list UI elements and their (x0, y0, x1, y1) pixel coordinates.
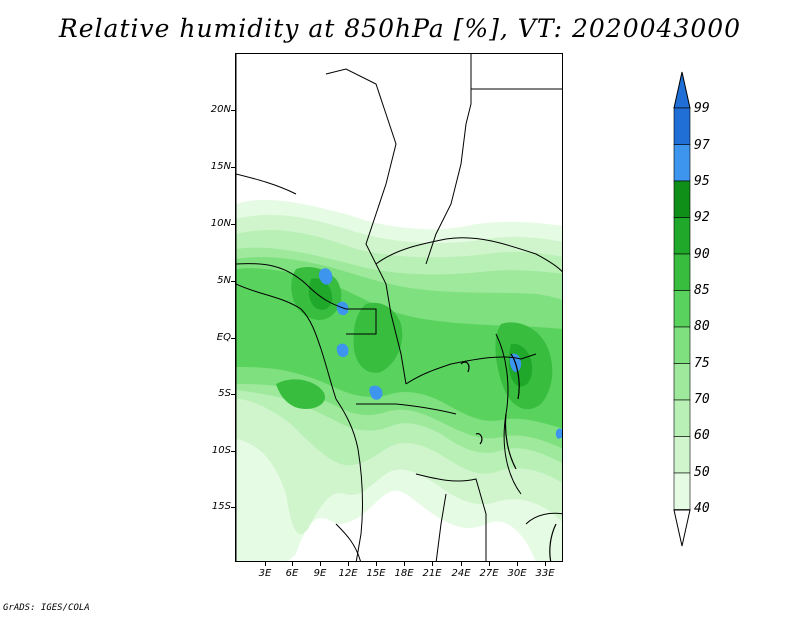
lon-tick (517, 562, 518, 566)
lat-tick (231, 451, 235, 452)
lat-label-15s: 15S (211, 501, 231, 512)
humidity-95-zone (318, 268, 562, 439)
colorbar-label: 99 (694, 101, 710, 116)
colorbar (673, 71, 691, 547)
lon-label-33e: 33E (535, 568, 555, 579)
lon-tick (489, 562, 490, 566)
lon-label-6e: 6E (285, 568, 299, 579)
colorbar-bin (673, 363, 691, 401)
colorbar-bin (673, 180, 691, 218)
lake-outlines (460, 353, 557, 561)
lat-tick (231, 110, 235, 111)
colorbar-bin (673, 253, 691, 291)
lat-label-5s: 5S (218, 388, 231, 399)
colorbar-bin (673, 107, 691, 145)
colorbar-bin (673, 217, 691, 255)
lat-label-10n: 10N (210, 218, 231, 229)
colorbar-label: 40 (694, 501, 710, 516)
lon-tick (348, 562, 349, 566)
lat-tick (231, 281, 235, 282)
footer-credit: GrADS: IGES/COLA (3, 603, 90, 613)
colorbar-bottom-arrow (673, 509, 691, 547)
colorbar-label: 97 (694, 138, 710, 153)
colorbar-bin (673, 399, 691, 437)
colorbar-label: 95 (694, 174, 710, 189)
map-panel (235, 53, 563, 562)
colorbar-bin (673, 290, 691, 328)
lon-tick (432, 562, 433, 566)
lon-label-30e: 30E (507, 568, 527, 579)
lat-label-5n: 5N (217, 275, 231, 286)
lon-tick (320, 562, 321, 566)
colorbar-label: 90 (694, 247, 710, 262)
lon-tick (461, 562, 462, 566)
lon-tick (265, 562, 266, 566)
lon-label-9e: 9E (313, 568, 327, 579)
lat-tick (231, 224, 235, 225)
colorbar-label: 50 (694, 465, 710, 480)
lon-label-12e: 12E (338, 568, 358, 579)
lat-label-20n: 20N (210, 104, 231, 115)
colorbar-bin (673, 326, 691, 364)
lon-tick (545, 562, 546, 566)
coastline (236, 283, 363, 561)
colorbar-label: 60 (694, 428, 710, 443)
lon-tick (404, 562, 405, 566)
lon-label-15e: 15E (366, 568, 386, 579)
lat-label-10s: 10S (211, 445, 231, 456)
colorbar-label: 85 (694, 283, 710, 298)
country-borders (236, 54, 562, 561)
lon-label-27e: 27E (479, 568, 499, 579)
lat-label-15n: 15N (210, 161, 231, 172)
lat-tick (231, 394, 235, 395)
lon-label-18e: 18E (394, 568, 414, 579)
lon-tick (376, 562, 377, 566)
lon-label-3e: 3E (258, 568, 272, 579)
colorbar-label: 75 (694, 356, 710, 371)
colorbar-label: 70 (694, 392, 710, 407)
colorbar-bin (673, 436, 691, 474)
colorbar-label: 92 (694, 210, 710, 225)
colorbar-bins (673, 107, 691, 510)
colorbar-label: 80 (694, 319, 710, 334)
lon-tick (292, 562, 293, 566)
lat-tick (231, 507, 235, 508)
map-title: Relative humidity at 850hPa [%], VT: 202… (58, 14, 742, 43)
colorbar-bin (673, 144, 691, 182)
humidity-85-zone (276, 267, 553, 410)
lat-tick (231, 167, 235, 168)
colorbar-bin (673, 472, 691, 510)
colorbar-top-arrow (673, 71, 691, 109)
lat-label-eq: EQ (216, 332, 231, 343)
lat-tick (231, 338, 235, 339)
lon-label-24e: 24E (451, 568, 471, 579)
humidity-field (236, 54, 562, 561)
lon-label-21e: 21E (422, 568, 442, 579)
